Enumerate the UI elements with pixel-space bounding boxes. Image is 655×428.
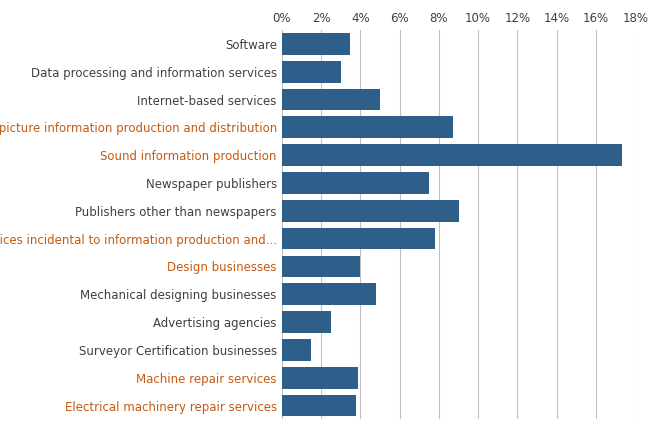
Bar (282, 395, 356, 416)
Bar (282, 283, 376, 305)
Bar (282, 200, 458, 222)
Bar (282, 311, 331, 333)
Bar (282, 33, 350, 55)
Bar (282, 144, 622, 166)
Bar (282, 116, 453, 138)
Bar (282, 172, 429, 194)
Bar (282, 89, 380, 110)
Bar (282, 61, 341, 83)
Bar (282, 256, 360, 277)
Bar (282, 339, 311, 361)
Bar (282, 367, 358, 389)
Bar (282, 228, 435, 250)
